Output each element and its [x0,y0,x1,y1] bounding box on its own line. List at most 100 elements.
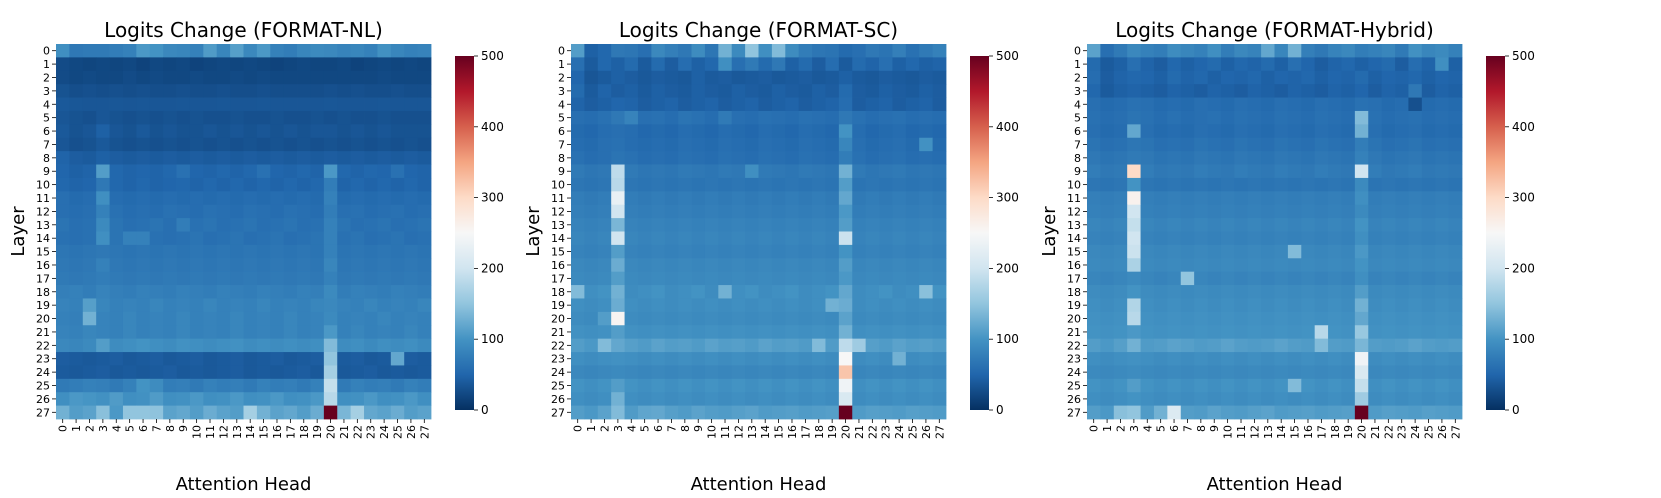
heatmap-cell [1354,151,1369,165]
heatmap-cell [283,244,298,259]
heatmap-cell [637,124,652,139]
heatmap-cell [417,177,432,192]
heatmap-cell [758,97,773,112]
x-tick-label: 8 [1195,425,1208,432]
heatmap-cell [1381,151,1396,165]
y-tick-label: 8 [43,152,50,165]
heatmap-cell [1167,285,1182,299]
heatmap-cell [1448,151,1463,165]
heatmap-cell [1354,352,1369,366]
heatmap-cell [136,392,151,406]
heatmap-cell [1448,298,1463,313]
heatmap-cell [310,84,325,98]
heatmap-cell [597,97,612,112]
heatmap-cell [122,204,137,219]
heatmap-cell [56,124,70,139]
heatmap-cell [892,44,907,58]
heatmap-cell [1354,378,1369,393]
heatmap-cell [1301,392,1316,406]
heatmap-cell [350,57,365,72]
heatmap-cell [1421,177,1436,192]
heatmap-cell [1167,365,1182,380]
heatmap-cell [1261,325,1275,340]
heatmap-cell [136,298,151,313]
x-tick-label: 3 [1128,425,1141,432]
heatmap-cell [865,84,880,98]
heatmap-cell [1368,204,1383,219]
heatmap-cell [785,204,800,219]
heatmap-cell [1274,137,1289,152]
heatmap-cell [879,151,893,165]
heatmap-cell [1435,352,1449,366]
heatmap-cell [163,392,177,406]
y-tick-label: 17 [551,272,565,285]
heatmap-cell [377,285,392,299]
heatmap-cell [1234,44,1249,58]
heatmap-cell [1207,311,1222,326]
heatmap-cell [1395,44,1409,58]
heatmap-cell [852,164,867,179]
heatmap-cell [745,44,759,58]
heatmap-cell [1314,271,1329,286]
heatmap-cell [136,338,151,353]
heatmap-cell [1100,97,1115,112]
heatmap-cell [1448,137,1463,152]
heatmap-cell [163,70,177,85]
heatmap-cell [1194,124,1208,139]
heatmap-cell [390,84,405,98]
heatmap-cell [1421,258,1436,273]
heatmap-cell [1194,151,1208,165]
heatmap-cell [1435,191,1449,206]
x-tick-label: 27 [933,425,946,439]
heatmap-cell [611,392,625,406]
heatmap-cell [1220,137,1235,152]
heatmap-cell [718,352,733,366]
heatmap-cell [597,325,612,340]
heatmap-cell [1167,405,1182,420]
heatmap-cell [879,285,893,299]
heatmap-cell [149,151,164,165]
heatmap-cell [852,338,867,353]
heatmap-cell [771,218,786,232]
heatmap-cell [798,405,813,420]
x-tick-label: 9 [692,425,705,432]
heatmap-cell [1408,325,1423,340]
heatmap-cell [1140,164,1155,179]
heatmap-cell [1100,378,1115,393]
heatmap-cell [404,177,418,192]
heatmap-cell [1220,84,1235,98]
y-tick-label: 14 [1067,232,1081,245]
heatmap-cell [1274,298,1289,313]
heatmap-cell [96,110,110,125]
heatmap-cell [838,110,853,125]
heatmap-cell [1247,204,1262,219]
heatmap-cell [390,311,405,326]
heatmap-cell [932,338,947,353]
heatmap-cell [1395,137,1409,152]
heatmap-cell [1180,151,1195,165]
heatmap-cell [758,177,773,192]
heatmap-cell [96,392,110,406]
heatmap-cell [932,378,947,393]
heatmap-cell [1113,97,1128,112]
heatmap-cell [337,44,352,58]
x-tick-label: 24 [893,425,906,439]
heatmap-cell [731,231,746,246]
heatmap-cell [189,164,204,179]
heatmap-cell [879,365,893,380]
heatmap-cell [243,298,258,313]
heatmap-cell [149,378,164,393]
heatmap-cell [1341,57,1356,72]
heatmap-cell [825,378,840,393]
heatmap-cell [364,244,378,259]
heatmap-cell [1395,97,1409,112]
heatmap-cell [825,151,840,165]
heatmap-cell [404,285,418,299]
heatmap-cell [270,110,285,125]
heatmap-cell [919,164,933,179]
heatmap-cell [691,285,706,299]
heatmap-cell [651,405,666,420]
heatmap-cell [1328,392,1342,406]
heatmap-cell [704,204,719,219]
x-tick-label: 22 [351,425,364,439]
